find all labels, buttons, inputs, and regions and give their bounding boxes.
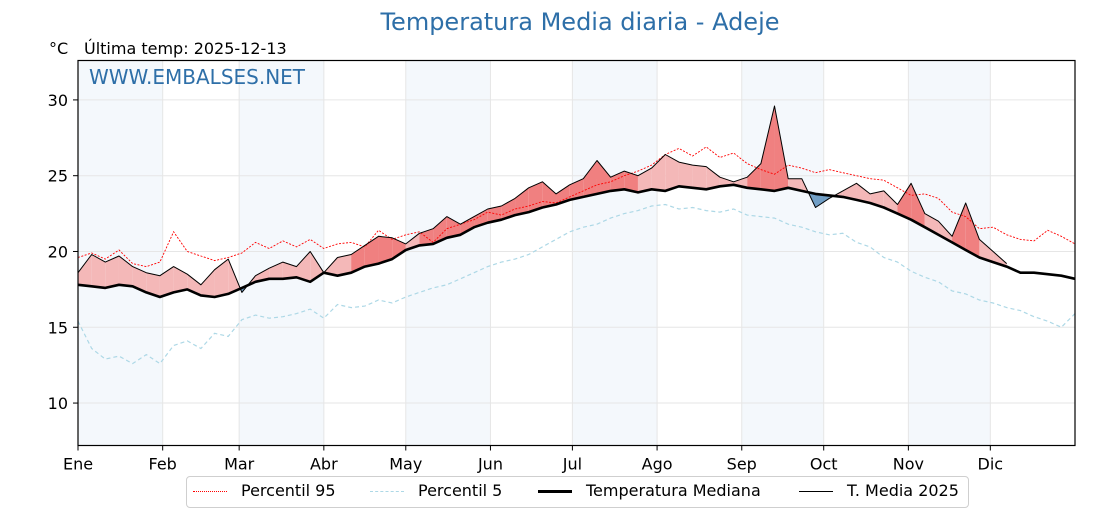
fill-above-median — [118, 256, 133, 287]
fill-above-median — [596, 160, 611, 194]
legend-label: Percentil 95 — [241, 481, 336, 500]
x-tick-label: Jul — [562, 455, 582, 474]
x-tick-label: Dic — [978, 455, 1004, 474]
fill-above-median — [501, 198, 516, 220]
fill-above-median — [938, 221, 953, 243]
fill-above-median — [446, 216, 461, 238]
p5-line-icon — [370, 491, 404, 492]
legend-item-median: Temperatura Mediana — [538, 481, 761, 500]
fill-above-median — [337, 254, 352, 276]
x-tick-label: Jun — [477, 455, 503, 474]
fill-above-median — [323, 257, 338, 276]
legend-label: T. Media 2025 — [847, 481, 959, 500]
x-tick-label: Ene — [63, 455, 93, 474]
fill-above-median — [952, 202, 966, 250]
fill-above-median — [351, 245, 365, 273]
x-tick-label: Nov — [893, 455, 924, 474]
y-axis: 10 15 20 25 30 — [48, 91, 78, 413]
fill-above-median — [78, 254, 92, 287]
fill-above-median — [200, 269, 215, 297]
fill-above-median — [979, 239, 994, 263]
legend-item-p95: Percentil 95 — [193, 481, 336, 500]
fill-above-median — [706, 166, 720, 190]
fill-above-median — [269, 262, 283, 279]
fill-below-median — [815, 193, 830, 208]
month-bands — [78, 60, 991, 446]
x-tick-label: Ago — [642, 455, 673, 474]
fill-above-median — [678, 162, 693, 188]
fill-above-median — [760, 105, 775, 191]
fill-above-median — [487, 206, 502, 223]
fill-above-median — [146, 272, 160, 297]
x-axis: Ene Feb Mar Abr May Jun Jul Ago Sep Oct Nov Dic — [63, 445, 1004, 474]
month-band — [405, 60, 491, 446]
fill-above-median — [378, 236, 393, 264]
y-tick-label: 10 — [48, 394, 68, 413]
y-axis-unit: °C — [49, 39, 69, 58]
fill-above-median — [556, 184, 570, 205]
fill-above-median — [159, 266, 174, 297]
fill-above-median — [569, 178, 584, 200]
fill-above-median — [747, 163, 761, 190]
fill-above-median — [774, 105, 789, 191]
fill-above-median — [583, 160, 597, 197]
fill-above-median — [392, 237, 406, 260]
median-line-icon — [538, 490, 572, 493]
x-tick-label: May — [389, 455, 422, 474]
fill-above-median — [214, 259, 229, 297]
y-tick-label: 25 — [48, 167, 68, 186]
x-tick-label: Mar — [224, 455, 255, 474]
fill-above-median — [433, 216, 447, 244]
current-line-icon — [799, 491, 833, 492]
x-tick-label: Oct — [810, 455, 838, 474]
legend-label: Percentil 5 — [418, 481, 503, 500]
fill-above-median — [665, 154, 679, 191]
fill-above-median — [296, 251, 311, 282]
y-tick-label: 15 — [48, 318, 68, 337]
fill-above-median — [364, 236, 379, 267]
fill-above-median — [419, 228, 434, 246]
fill-above-median — [624, 171, 638, 193]
fill-above-median — [911, 183, 925, 228]
fill-above-median — [105, 256, 119, 288]
x-tick-label: Sep — [727, 455, 757, 474]
fill-above-median — [91, 254, 106, 288]
legend-item-p5: Percentil 5 — [370, 481, 502, 500]
fill-above-median — [897, 183, 912, 220]
fill-above-median — [692, 165, 707, 190]
legend-label: Temperatura Mediana — [586, 481, 761, 500]
legend-item-current: T. Media 2025 — [799, 481, 959, 500]
y-tick-label: 30 — [48, 91, 68, 110]
fill-above-median — [132, 266, 147, 293]
month-band — [78, 60, 163, 446]
fill-above-median — [515, 187, 529, 216]
x-tick-label: Feb — [149, 455, 177, 474]
fill-above-median — [842, 183, 857, 200]
series-line-percentil-95 — [77, 146, 1076, 268]
last-temp-label: Última temp: 2025-12-13 — [84, 39, 287, 58]
p95-line-icon — [193, 491, 227, 492]
legend: Percentil 95 Percentil 5 Temperatura Med… — [186, 476, 969, 508]
x-tick-label: Abr — [310, 455, 338, 474]
fill-above-median — [965, 202, 980, 258]
month-band — [572, 60, 658, 446]
fill-above-median — [282, 262, 297, 279]
fill-above-median — [542, 181, 557, 208]
series-line-t-media-2025 — [77, 105, 1008, 293]
fill-above-median — [173, 266, 188, 293]
chart-title: Temperatura Media diaria - Adeje — [380, 8, 780, 36]
plot-frame — [77, 59, 1076, 447]
fill-above-median — [651, 154, 666, 191]
y-tick-label: 20 — [48, 242, 68, 261]
series-lines — [77, 105, 1076, 365]
watermark: WWW.EMBALSES.NET — [89, 65, 306, 89]
series-line-percentil-5 — [77, 203, 1076, 365]
series-line-temperatura-mediana — [77, 183, 1076, 299]
month-band — [741, 60, 824, 446]
fill-above-median — [924, 213, 939, 235]
temperature-chart: WWW.EMBALSES.NET 10 15 20 25 30 Ene Feb Mar Abr… — [48, 59, 1076, 474]
fill-above-median — [856, 183, 871, 203]
